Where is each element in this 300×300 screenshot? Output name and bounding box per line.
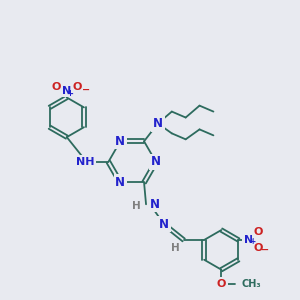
Text: +: + <box>66 89 73 98</box>
Text: N: N <box>115 176 125 189</box>
Text: N: N <box>153 117 163 130</box>
Text: N: N <box>62 85 71 96</box>
Text: O: O <box>254 227 263 237</box>
Text: −: − <box>261 245 269 255</box>
Text: +: + <box>249 237 256 246</box>
Text: CH₃: CH₃ <box>241 278 261 289</box>
Text: N: N <box>150 198 160 211</box>
Text: N: N <box>151 155 161 168</box>
Text: N: N <box>159 218 169 231</box>
Text: NH: NH <box>76 157 94 167</box>
Text: O: O <box>73 82 82 92</box>
Text: N: N <box>115 135 125 148</box>
Text: O: O <box>254 243 263 253</box>
Text: N: N <box>244 235 253 245</box>
Text: H: H <box>171 243 180 253</box>
Text: H: H <box>132 201 141 211</box>
Text: −: − <box>82 85 90 94</box>
Text: O: O <box>217 278 226 289</box>
Text: O: O <box>51 82 61 92</box>
